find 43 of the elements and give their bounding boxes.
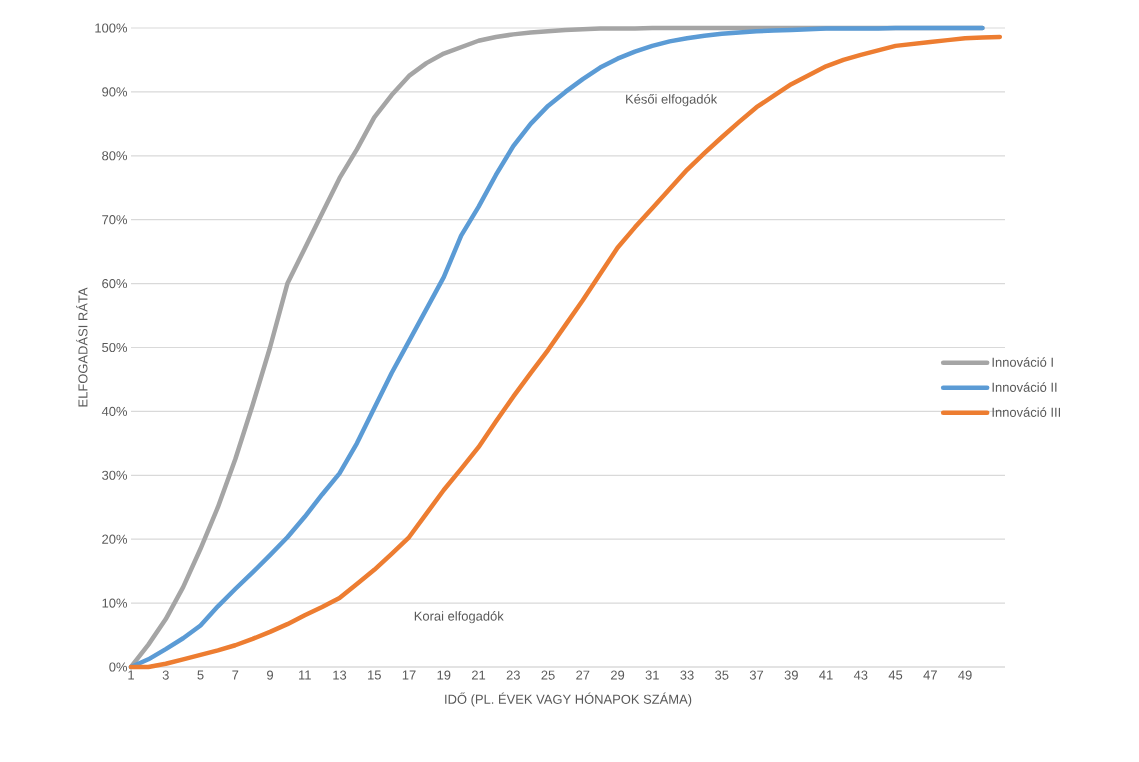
y-tick-label: 20% xyxy=(102,534,128,544)
x-tick-label: 13 xyxy=(333,670,347,680)
x-tick-label: 11 xyxy=(299,670,311,680)
x-tick-label: 21 xyxy=(471,670,486,680)
x-tick-label: 17 xyxy=(402,670,416,680)
y-tick-label: 90% xyxy=(102,87,128,97)
x-tick-label: 5 xyxy=(197,670,204,680)
x-tick-label: 23 xyxy=(506,670,520,680)
x-tick-label: 37 xyxy=(749,670,764,680)
y-tick-label: 0% xyxy=(109,662,128,672)
x-axis-title: IDŐ (PL. ÉVEK VAGY HÓNAPOK SZÁMA) xyxy=(445,692,692,707)
x-tick-label: 3 xyxy=(162,670,169,680)
x-tick-label: 7 xyxy=(232,670,239,680)
y-tick-label: 30% xyxy=(102,470,128,480)
x-tick-label: 39 xyxy=(784,670,798,680)
y-tick-label: 80% xyxy=(102,151,128,161)
x-tick-label: 27 xyxy=(576,670,590,680)
y-tick-label: 10% xyxy=(102,598,128,608)
x-tick-label: 45 xyxy=(888,670,903,680)
x-tick-label: 41 xyxy=(819,670,833,680)
x-tick-label: 1 xyxy=(128,670,134,680)
x-tick-label: 47 xyxy=(923,670,937,680)
x-tick-label: 31 xyxy=(645,670,659,680)
x-tick-label: 19 xyxy=(437,670,451,680)
x-tick-label: 25 xyxy=(541,670,555,680)
x-tick-label: 49 xyxy=(958,670,972,680)
legend-label: Innováció III xyxy=(992,407,1061,417)
legend-label: Innováció II xyxy=(992,382,1057,392)
y-tick-label: 40% xyxy=(101,406,128,416)
x-tick-label: 33 xyxy=(680,670,694,680)
y-tick-label: 100% xyxy=(95,23,128,33)
x-tick-label: 9 xyxy=(267,670,274,680)
y-axis-title: ELFOGADÁSI RÁTA xyxy=(76,287,88,407)
legend-label: Innováció I xyxy=(992,357,1053,367)
x-tick-label: 35 xyxy=(715,670,729,680)
annotation: Korai elfogadók xyxy=(414,611,504,624)
y-tick-label: 50% xyxy=(102,342,128,353)
x-tick-label: 43 xyxy=(853,670,868,680)
y-tick-label: 60% xyxy=(102,279,128,289)
annotation: Késői elfogadók xyxy=(626,94,718,107)
y-tick-label: 70% xyxy=(102,215,128,225)
x-tick-label: 15 xyxy=(368,670,381,680)
x-tick-label: 29 xyxy=(610,670,625,680)
